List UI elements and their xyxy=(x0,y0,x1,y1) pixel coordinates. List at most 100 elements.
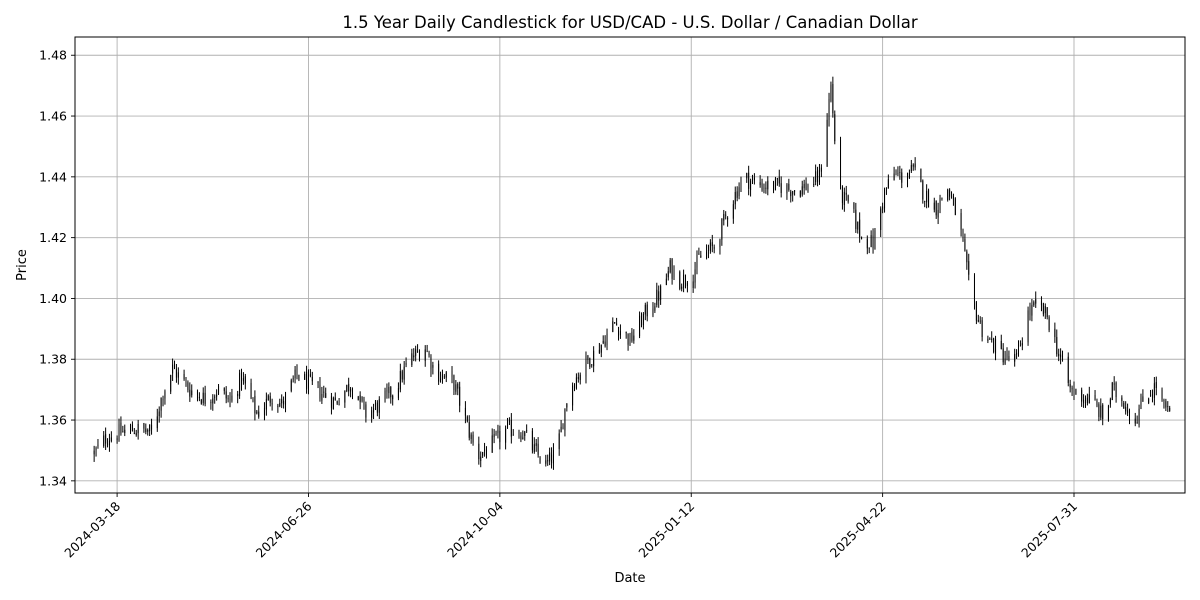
candle-body xyxy=(357,396,359,401)
candle-body xyxy=(962,230,964,241)
candle-body xyxy=(1031,304,1033,316)
candle-body xyxy=(1006,353,1008,358)
candle-body xyxy=(803,183,805,189)
candle-body xyxy=(872,235,874,249)
candle-body xyxy=(1035,299,1037,304)
candle-body xyxy=(1060,354,1062,358)
candle-body xyxy=(237,393,239,397)
candle-body xyxy=(1062,355,1064,357)
candle-body xyxy=(939,197,941,210)
candle-body xyxy=(223,388,225,391)
candle-body xyxy=(1151,394,1153,396)
candle-body xyxy=(524,431,526,436)
candle-body xyxy=(667,271,669,278)
candle-body xyxy=(841,186,843,204)
candle-body xyxy=(709,242,711,251)
candle-body xyxy=(751,178,753,181)
candle-body xyxy=(189,389,191,397)
candles xyxy=(93,76,1171,470)
candle-body xyxy=(813,183,815,185)
candle-body xyxy=(1155,382,1157,389)
candle-body xyxy=(907,177,908,182)
candle-body xyxy=(952,195,954,200)
x-tick-label: 2024-03-18 xyxy=(61,498,123,560)
candle-body xyxy=(780,183,782,193)
candle-body xyxy=(309,374,311,377)
candle-body xyxy=(746,172,748,179)
candle-body xyxy=(840,139,842,187)
candle-body xyxy=(1136,422,1138,424)
candle-body xyxy=(977,319,979,322)
candle-body xyxy=(656,289,658,305)
candle-body xyxy=(887,179,889,189)
candle-body xyxy=(390,387,392,398)
candle-body xyxy=(1046,307,1048,318)
candle-body xyxy=(786,184,788,194)
candle-body xyxy=(954,198,956,215)
candle-body xyxy=(346,384,348,392)
candle-body xyxy=(732,204,734,219)
candle-body xyxy=(1014,354,1016,362)
candle-body xyxy=(1083,399,1085,404)
candle-body xyxy=(765,187,767,190)
candle-body xyxy=(591,364,593,366)
candle-body xyxy=(646,304,648,317)
candle-body xyxy=(727,217,729,220)
candle-body xyxy=(426,351,428,353)
candle-body xyxy=(1048,317,1050,331)
candle-body xyxy=(323,391,325,393)
candle-body xyxy=(225,391,227,399)
candle-body xyxy=(707,250,709,252)
candle-body xyxy=(350,388,352,392)
candle-body xyxy=(1107,406,1109,421)
candle-body xyxy=(531,430,533,451)
candle-body xyxy=(572,385,574,406)
candle-body xyxy=(170,374,172,392)
candle-body xyxy=(478,443,480,460)
candle-body xyxy=(598,349,600,354)
candle-body xyxy=(374,402,376,407)
candle-body xyxy=(725,214,727,216)
candle-body xyxy=(239,372,241,397)
candle-body xyxy=(658,291,660,301)
candle-body xyxy=(968,261,970,275)
candle-body xyxy=(1140,398,1142,409)
candle-body xyxy=(644,304,646,315)
candle-body xyxy=(130,426,131,431)
candle-body xyxy=(108,440,110,446)
candle-body xyxy=(256,411,258,414)
candle-body xyxy=(914,163,916,168)
candle-body xyxy=(510,419,512,437)
candle-body xyxy=(1002,348,1004,363)
candle-body xyxy=(1129,409,1130,418)
candle-body xyxy=(1161,389,1163,400)
y-tick-label: 1.34 xyxy=(39,473,67,488)
candle-body xyxy=(399,370,401,390)
candle-body xyxy=(464,407,466,416)
candle-body xyxy=(1058,353,1060,357)
candle-body xyxy=(855,209,857,229)
candle-body xyxy=(227,398,229,400)
candle-body xyxy=(1019,345,1021,347)
candle-body xyxy=(485,449,487,455)
candle-body xyxy=(147,429,149,432)
candle-body xyxy=(1000,340,1002,349)
candle-body xyxy=(401,371,403,380)
candle-body xyxy=(575,377,577,389)
candle-body xyxy=(304,374,306,380)
candle-body xyxy=(468,421,470,438)
candle-body xyxy=(306,371,308,390)
candle-body xyxy=(899,172,901,173)
candle-body xyxy=(1086,397,1088,403)
candle-body xyxy=(418,352,420,361)
candle-body xyxy=(537,443,539,455)
candle-body xyxy=(1113,383,1115,385)
candle-body xyxy=(95,447,97,450)
candle-body xyxy=(815,171,817,182)
candle-body xyxy=(908,172,910,179)
candle-body xyxy=(137,424,139,434)
candle-body xyxy=(857,221,859,230)
candle-body xyxy=(1165,401,1167,408)
candle-body xyxy=(175,368,177,378)
candle-body xyxy=(606,333,608,346)
